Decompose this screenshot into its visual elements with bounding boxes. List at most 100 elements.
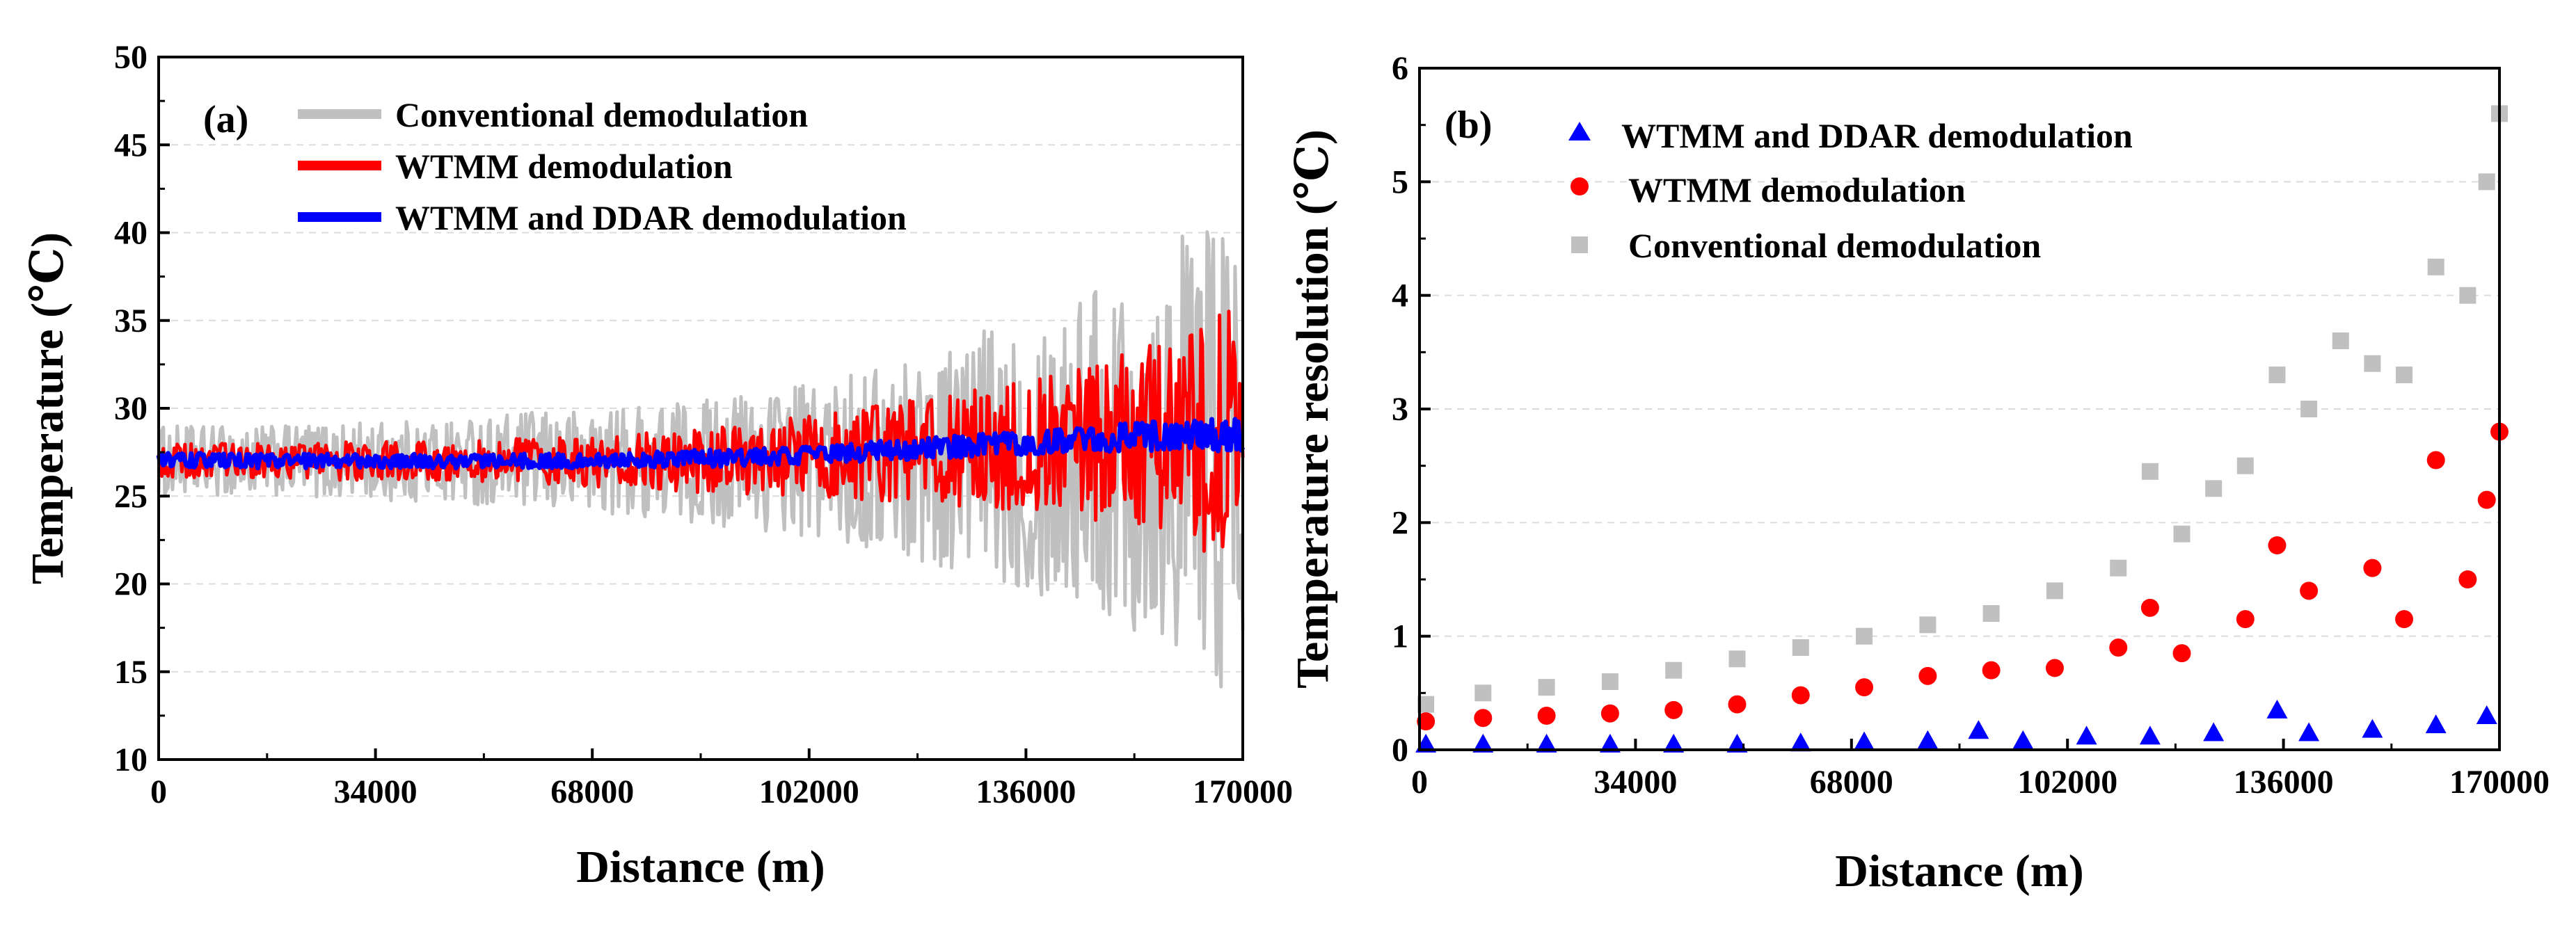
b-point-triangle [1599,733,1621,753]
b-point-triangle [2266,699,2288,719]
a-xtick-label: 102000 [759,773,859,810]
b-point-circle [2045,659,2064,677]
b-xtick-label: 0 [1411,764,1428,801]
b-point-circle [2426,451,2445,470]
b-point-square [1665,661,1683,679]
b-point-square [2046,582,2063,600]
b-point-circle [2172,644,2191,663]
b-legend-swatch-wtmm [1571,177,1589,195]
b-point-triangle [1536,733,1557,753]
b-point-circle [1474,709,1493,728]
b-ytick-label: 1 [1392,618,1408,655]
a-xtick-label: 136000 [976,773,1076,810]
a-xtick-label: 170000 [1193,773,1293,810]
b-legend-swatch-conventional [1571,236,1588,253]
a-ytick-label: 20 [114,566,148,603]
b-ytick-label: 0 [1392,732,1408,769]
b-panel-label: (b) [1445,104,1492,147]
b-point-circle [2140,598,2159,617]
b-point-triangle [1472,733,1494,753]
b-point-triangle [1917,730,1939,749]
b-point-triangle [2425,714,2447,734]
a-ytick-label: 40 [114,215,148,252]
b-point-circle [1728,695,1747,714]
b-xtick-label: 170000 [2449,764,2550,801]
b-point-square [1792,639,1809,656]
b-point-circle [1918,666,1937,685]
b-point-square [2300,401,2318,417]
b-point-square [2427,258,2444,275]
a-ytick-label: 50 [114,39,148,76]
b-point-square [2110,559,2127,577]
b-point-triangle [2076,725,2097,745]
b-point-circle [1982,661,2001,680]
a-ytick-label: 25 [114,478,148,515]
b-ytick-label: 5 [1392,163,1408,200]
a-ytick-label: 35 [114,303,148,339]
b-point-triangle [1726,733,1748,753]
a-series-bands [156,230,1246,689]
b-point-square [1538,679,1555,696]
b-point-triangle [2298,722,2320,741]
a-legend-conventional: Conventional demodulation [395,95,808,134]
b-series-points [1415,105,2509,753]
b-point-circle [1417,712,1436,731]
b-legend-swatch-ddar [1568,122,1591,141]
b-ytick-label: 3 [1392,391,1408,428]
a-y-axis-label: Temperature (℃) [22,232,73,584]
b-legend-wtmm: WTMM demodulation [1628,170,1966,209]
b-point-circle [1600,704,1619,723]
a-xtick-label: 0 [150,773,167,810]
b-point-circle [2458,570,2477,588]
b-gridlines [1420,67,2499,751]
b-point-circle [2477,490,2496,509]
b-point-square [1728,650,1746,668]
b-point-triangle [2203,722,2225,741]
b-point-circle [1855,678,1874,697]
b-point-square [2478,173,2495,191]
a-panel-label: (a) [203,98,248,141]
a-ytick-label: 15 [114,654,148,691]
b-point-triangle [1968,720,1989,739]
a-legend-ddar: WTMM and DDAR demodulation [395,198,907,237]
b-point-triangle [2362,719,2383,738]
chart-a: 10 15 20 25 30 35 40 45 50 0 34000 68000 102000 13600… [22,39,1293,892]
b-point-square [2173,525,2191,543]
a-legend: Conventional demodulation WTMM demodulat… [298,95,907,237]
b-point-square [1601,673,1619,690]
b-point-square [2236,457,2254,474]
a-legend-wtmm: WTMM demodulation [395,147,733,186]
b-point-circle [2395,610,2414,629]
b-point-circle [1664,700,1683,719]
b-legend-conventional: Conventional demodulation [1628,226,2041,265]
b-ytick-label: 4 [1392,278,1408,314]
b-point-square [2141,463,2158,480]
b-xtick-label: 102000 [2017,764,2117,801]
b-y-axis-label: Temperature resolution (℃) [1287,129,1338,689]
a-ticks: 10 15 20 25 30 35 40 45 50 0 34000 68000 102000 13600… [114,39,1293,810]
b-point-square [2396,367,2413,383]
a-ytick-label: 10 [114,741,148,778]
b-point-square [1982,605,2000,622]
b-xtick-label: 68000 [1810,764,1893,801]
a-series-line-2 [156,417,1246,471]
b-point-square [2459,287,2476,304]
b-point-triangle [1663,733,1685,753]
b-point-triangle [2476,705,2497,724]
b-point-square [2364,355,2381,372]
b-point-triangle [2012,730,2034,749]
b-x-axis-label: Distance (m) [1835,846,2083,897]
b-point-circle [2363,559,2382,577]
b-point-triangle [1790,732,1811,752]
b-point-square [2268,367,2286,383]
a-xtick-label: 34000 [334,773,418,810]
a-ytick-label: 45 [114,127,148,163]
b-point-circle [2300,581,2319,600]
b-point-triangle [1854,731,1875,751]
a-ytick-label: 30 [114,390,148,427]
b-point-square [2205,480,2223,497]
chart-b: 0 1 2 3 4 5 6 0 34000 68000 102000 136000 170000 (b)… [1287,50,2550,897]
a-series-line-1 [157,310,1245,553]
b-xtick-label: 34000 [1593,764,1677,801]
